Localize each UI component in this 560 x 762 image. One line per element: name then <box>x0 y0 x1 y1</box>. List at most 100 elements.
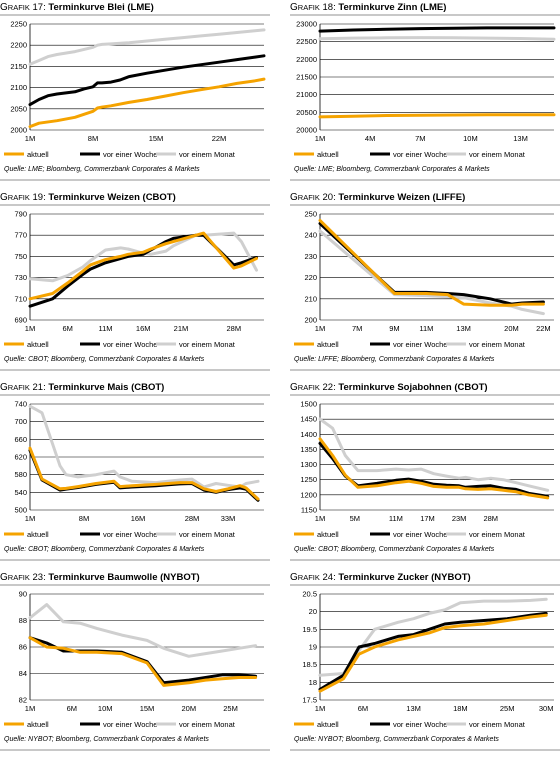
chart-title: GRAFIK 23: Terminkurve Baumwolle (NYBOT) <box>0 572 200 583</box>
separator-rule <box>290 14 560 16</box>
legend-label-woche: vor einer Woche <box>393 530 447 539</box>
series-line-woche <box>28 448 260 502</box>
legend-label-woche: vor einer Woche <box>393 340 447 349</box>
x-tick-label: 7M <box>415 134 425 143</box>
series-line-woche <box>318 611 548 691</box>
x-tick-label: 1M <box>25 514 35 523</box>
chart-title-text: Terminkurve Mais (CBOT) <box>48 382 165 393</box>
separator-rule <box>0 394 270 396</box>
x-tick-label: 25M <box>223 704 238 713</box>
chart-panel-22: GRAFIK 22: Terminkurve Sojabohnen (CBOT)… <box>290 382 560 567</box>
legend-label-monat: vor einem Monat <box>179 340 236 349</box>
x-tick-label: 6M <box>67 704 77 713</box>
grafik-number: 18: <box>319 2 339 13</box>
legend-label-woche: vor einer Woche <box>103 720 157 729</box>
y-tick-label: 770 <box>14 231 27 240</box>
chart-panel-24: GRAFIK 24: Terminkurve Zucker (NYBOT) 17.… <box>290 572 560 757</box>
y-tick-label: 1450 <box>300 415 317 424</box>
legend-label-monat: vor einem Monat <box>469 530 526 539</box>
x-tick-label: 16M <box>131 514 146 523</box>
series-line-woche <box>318 441 550 498</box>
y-tick-label: 84 <box>19 669 27 678</box>
grafik-number: 19: <box>29 192 49 203</box>
x-tick-label: 6M <box>63 324 73 333</box>
grafik-label: RAFIK <box>297 573 320 582</box>
x-tick-label: 9M <box>389 324 399 333</box>
separator-rule <box>0 204 270 206</box>
x-tick-label: 17M <box>420 514 435 523</box>
y-tick-label: 1250 <box>300 475 317 484</box>
legend-label-woche: vor einer Woche <box>103 530 157 539</box>
x-tick-label: 5M <box>350 514 360 523</box>
x-tick-label: 1M <box>315 704 325 713</box>
y-tick-label: 2200 <box>10 41 27 50</box>
y-tick-label: 20000 <box>296 126 317 135</box>
chart-source: Quelle: LME; Bloomberg, Commerzbank Corp… <box>294 166 490 173</box>
legend-label-aktuell: aktuell <box>27 720 49 729</box>
y-tick-label: 90 <box>19 590 27 599</box>
y-tick-label: 210 <box>304 294 317 303</box>
y-tick-label: 240 <box>304 231 317 240</box>
y-tick-label: 18.5 <box>302 660 317 669</box>
y-tick-label: 22500 <box>296 37 317 46</box>
chart-source: Quelle: NYBOT; Bloomberg, Commerzbank Co… <box>294 736 499 743</box>
y-tick-label: 2100 <box>10 83 27 92</box>
y-tick-label: 86 <box>19 643 27 652</box>
x-tick-label: 10M <box>463 134 478 143</box>
chart-title-text: Terminkurve Zinn (LME) <box>338 2 447 13</box>
y-tick-label: 1400 <box>300 430 317 439</box>
legend-label-aktuell: aktuell <box>27 340 49 349</box>
chart-svg: 2000 2050 2100 2150 2200 2250 1M 8M 15M 22M aktuel… <box>4 20 266 159</box>
chart-title: GRAFIK 21: Terminkurve Mais (CBOT) <box>0 382 164 393</box>
chart-title-text: Terminkurve Zucker (NYBOT) <box>338 572 471 583</box>
x-tick-label: 20M <box>181 704 196 713</box>
x-tick-label: 1M <box>315 324 325 333</box>
chart-panel-20: GRAFIK 20: Terminkurve Weizen (LIFFE) 200… <box>290 192 560 377</box>
y-tick-label: 1200 <box>300 490 317 499</box>
x-tick-label: 20M <box>504 324 519 333</box>
y-tick-label: 20500 <box>296 108 317 117</box>
grafik-label: RAFIK <box>297 193 320 202</box>
grafik-prefix: G <box>290 382 298 393</box>
grafik-label: RAFIK <box>7 383 30 392</box>
x-tick-label: 1M <box>315 134 325 143</box>
y-tick-label: 2150 <box>10 62 27 71</box>
series-line-monat <box>318 417 550 492</box>
y-tick-label: 200 <box>304 316 317 325</box>
y-tick-label: 730 <box>14 273 27 282</box>
y-tick-label: 2050 <box>10 104 27 113</box>
series-line-monat <box>318 229 545 316</box>
chart-source: Quelle: LME; Bloomberg, Commerzbank Corp… <box>4 166 200 173</box>
y-tick-label: 2250 <box>10 20 27 29</box>
grafik-prefix: G <box>0 572 8 583</box>
x-tick-label: 28M <box>227 324 242 333</box>
grafik-label: RAFIK <box>297 3 320 12</box>
chart-title-text: Terminkurve Blei (LME) <box>48 2 154 13</box>
x-tick-label: 4M <box>365 134 375 143</box>
chart-source: Quelle: LIFFE; Bloomberg, Commerzbank Co… <box>294 356 495 363</box>
chart-svg: 17.5 18 18.5 19 19.5 20 20.5 1M 6M 13M 18M 25M 30M ak… <box>294 590 554 729</box>
separator-rule <box>290 394 560 396</box>
series-line-aktuell <box>28 231 258 301</box>
chart-title: GRAFIK 18: Terminkurve Zinn (LME) <box>290 2 446 13</box>
y-tick-label: 88 <box>19 616 27 625</box>
y-tick-label: 17.5 <box>302 696 317 705</box>
series-line-aktuell <box>28 636 258 687</box>
x-tick-label: 15M <box>149 134 164 143</box>
chart-title: GRAFIK 20: Terminkurve Weizen (LIFFE) <box>290 192 465 203</box>
y-tick-label: 20.5 <box>302 590 317 599</box>
legend-label-monat: vor einem Monat <box>469 340 526 349</box>
y-tick-label: 2000 <box>10 126 27 135</box>
x-tick-label: 22M <box>536 324 551 333</box>
chart-panel-23: GRAFIK 23: Terminkurve Baumwolle (NYBOT)… <box>0 572 270 757</box>
x-tick-label: 7M <box>352 324 362 333</box>
y-tick-label: 660 <box>14 435 27 444</box>
series-line-aktuell <box>28 77 266 129</box>
chart-title-text: Terminkurve Weizen (LIFFE) <box>338 192 466 203</box>
y-tick-label: 500 <box>14 506 27 515</box>
x-tick-label: 33M <box>221 514 236 523</box>
series-line-aktuell <box>318 613 548 693</box>
legend-label-aktuell: aktuell <box>317 530 339 539</box>
chart-panel-18: GRAFIK 18: Terminkurve Zinn (LME) 20000 20… <box>290 2 560 187</box>
legend-label-monat: vor einem Monat <box>469 720 526 729</box>
